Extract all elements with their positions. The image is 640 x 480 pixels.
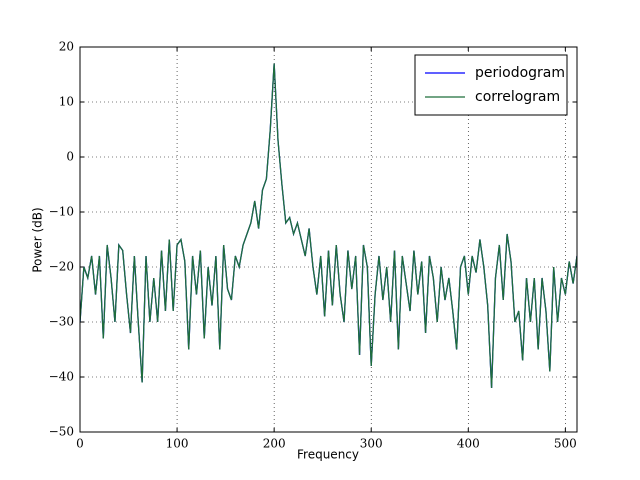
legend-label: periodogram — [475, 65, 565, 81]
x-tick-label: 300 — [360, 437, 383, 451]
x-tick-label: 400 — [457, 437, 480, 451]
x-tick-label: 200 — [263, 437, 286, 451]
x-axis-label: Frequency — [297, 448, 359, 462]
y-tick-label: −30 — [49, 315, 74, 329]
legend-label: correlogram — [475, 89, 560, 105]
plot-frame — [79, 46, 578, 433]
plot-lines — [80, 63, 577, 389]
y-tick-label: 20 — [59, 40, 74, 54]
y-tick-label: −40 — [49, 370, 74, 384]
data-line — [80, 63, 577, 389]
legend-box — [414, 54, 568, 116]
y-tick-label: −20 — [49, 260, 74, 274]
y-axis-label: Power (dB) — [31, 207, 45, 272]
x-tick-label: 500 — [554, 437, 577, 451]
x-tick-label: 100 — [166, 437, 189, 451]
y-tick-label: 10 — [59, 95, 74, 109]
y-tick-label: −10 — [49, 205, 74, 219]
y-tick-label: 0 — [66, 150, 74, 164]
x-tick-label: 0 — [76, 437, 84, 451]
y-tick-label: −50 — [49, 425, 74, 439]
